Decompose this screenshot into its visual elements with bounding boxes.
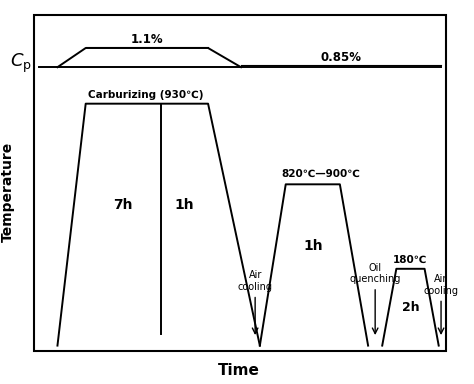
Text: 2h: 2h xyxy=(401,301,419,314)
Text: Time: Time xyxy=(218,363,260,378)
Text: 0.85%: 0.85% xyxy=(320,51,362,64)
Text: Temperature: Temperature xyxy=(1,142,15,242)
Text: 820℃—900℃: 820℃—900℃ xyxy=(281,169,360,179)
Text: Carburizing (930℃): Carburizing (930℃) xyxy=(88,90,203,100)
Bar xyxy=(34,15,446,351)
Text: 1h: 1h xyxy=(175,199,194,212)
Text: 7h: 7h xyxy=(114,199,133,212)
Text: Oil
quenching: Oil quenching xyxy=(349,263,401,334)
Text: Air
cooling: Air cooling xyxy=(424,274,458,334)
Text: 1.1%: 1.1% xyxy=(130,33,163,46)
Text: 1h: 1h xyxy=(303,239,323,253)
Text: Air
cooling: Air cooling xyxy=(237,270,273,334)
Text: $\mathit{C}_{\mathrm{p}}$: $\mathit{C}_{\mathrm{p}}$ xyxy=(9,52,32,75)
Text: 180℃: 180℃ xyxy=(393,255,428,265)
